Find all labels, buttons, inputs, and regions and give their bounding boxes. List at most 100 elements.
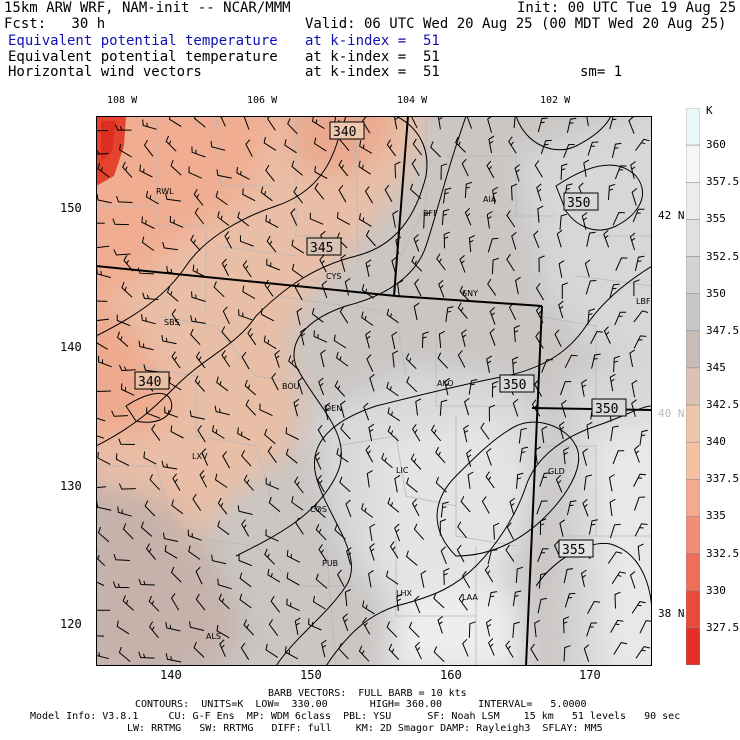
wind-barb xyxy=(463,424,469,443)
wind-barb xyxy=(314,502,326,518)
wind-barb xyxy=(561,282,569,299)
station-label: RWL xyxy=(156,187,174,196)
wind-barb xyxy=(188,166,202,179)
wind-barb xyxy=(536,500,548,515)
wind-barb xyxy=(224,231,233,249)
wind-barb xyxy=(192,493,202,511)
wind-barb xyxy=(558,300,564,319)
station-label: SBS xyxy=(164,318,180,327)
wind-barb xyxy=(631,399,637,417)
contour-label-355: 355 xyxy=(558,539,594,558)
wind-barb xyxy=(514,164,521,182)
wind-barb xyxy=(486,448,492,466)
wind-barb xyxy=(171,499,184,515)
wind-barb xyxy=(609,373,616,392)
wind-barb xyxy=(443,187,452,204)
lat-label: 42 N xyxy=(658,209,685,222)
weather-map: RWL BFF AIA CYS SNY LBF SBS BOU AKO DEN … xyxy=(96,116,652,666)
wind-barb xyxy=(339,306,349,324)
wind-barb xyxy=(611,571,626,584)
wind-barb xyxy=(384,184,393,203)
wind-barb xyxy=(264,279,274,297)
wind-barb xyxy=(394,523,401,542)
wind-barb xyxy=(639,429,648,446)
wind-barb xyxy=(291,263,305,279)
wind-barb xyxy=(344,277,351,296)
wind-barb xyxy=(537,117,548,133)
wind-barb xyxy=(466,449,472,467)
wind-barb xyxy=(515,276,521,295)
wind-barb xyxy=(141,236,155,251)
station-label: COS xyxy=(310,505,327,514)
wind-barb xyxy=(113,553,130,561)
wind-barb xyxy=(509,497,516,516)
wind-barb xyxy=(609,116,617,130)
wind-barb xyxy=(395,236,402,254)
wind-barb xyxy=(214,473,228,488)
wind-barb xyxy=(141,314,156,325)
wind-barb xyxy=(260,186,273,202)
wind-barb xyxy=(633,279,640,296)
wind-barb xyxy=(415,398,422,416)
wind-barb xyxy=(320,349,326,368)
wind-barb xyxy=(631,188,638,206)
wind-barb xyxy=(369,543,375,561)
station-label: BFF xyxy=(423,209,438,218)
wind-barb xyxy=(166,265,182,276)
wind-barb xyxy=(537,548,549,563)
wind-barb xyxy=(97,451,111,465)
wind-barb xyxy=(603,229,610,248)
map-frame xyxy=(96,116,652,666)
wind-barb xyxy=(188,545,201,560)
wind-barb xyxy=(193,116,206,128)
wind-barb xyxy=(361,311,374,326)
wind-barb xyxy=(242,260,252,278)
wind-barb xyxy=(440,501,449,518)
wind-barb xyxy=(541,359,553,373)
wind-barb xyxy=(608,183,616,201)
wind-barb xyxy=(318,544,328,562)
colorbar-label: 357.5 xyxy=(706,175,740,189)
wind-barb xyxy=(369,523,376,541)
wind-barb xyxy=(562,616,570,634)
wind-barb xyxy=(364,186,374,204)
wind-barb xyxy=(411,255,423,272)
wind-barb xyxy=(120,383,135,396)
wind-barb xyxy=(195,566,203,585)
wind-barb xyxy=(345,499,352,518)
station-label: BOU xyxy=(282,382,300,391)
wind-barb xyxy=(117,506,132,517)
station-label: DEN xyxy=(325,404,342,413)
wind-barb xyxy=(118,438,135,445)
wind-barb xyxy=(266,235,277,253)
wind-barb xyxy=(217,578,232,590)
wind-barb xyxy=(614,591,621,609)
wind-barb xyxy=(633,335,647,349)
contour-legend: CONTOURS: UNITS=K LOW= 330.00 HIGH= 360.… xyxy=(135,699,587,710)
wind-barb xyxy=(338,159,349,177)
wind-barb xyxy=(216,376,229,392)
wind-barb xyxy=(161,460,178,470)
wind-barb xyxy=(411,498,420,517)
wind-barb xyxy=(119,143,132,158)
wind-barb xyxy=(467,471,474,489)
wind-barb xyxy=(366,470,373,488)
wind-barb xyxy=(486,355,493,373)
wind-barb xyxy=(566,500,577,516)
wind-barb xyxy=(512,356,519,374)
wind-barb xyxy=(610,425,619,442)
wind-barb xyxy=(162,241,179,251)
wind-barb xyxy=(410,116,418,129)
wind-barb xyxy=(368,423,375,442)
wind-barb xyxy=(168,116,182,128)
wind-barb xyxy=(170,593,180,611)
wind-barb xyxy=(584,259,591,278)
colorbar-label: 342.5 xyxy=(706,398,740,412)
wind-barb xyxy=(287,118,298,135)
wind-barb xyxy=(629,349,636,367)
wind-barb xyxy=(286,549,301,563)
wind-barb xyxy=(165,653,182,663)
wind-barb xyxy=(194,207,205,225)
wind-barb xyxy=(559,213,568,230)
wind-barb xyxy=(582,498,589,517)
